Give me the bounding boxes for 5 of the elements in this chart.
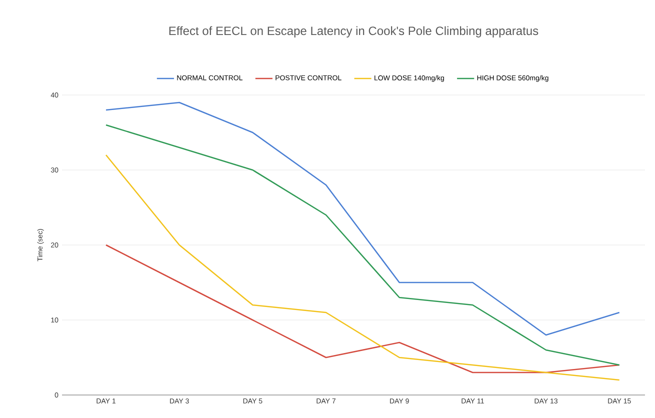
chart-title: Effect of EECL on Escape Latency in Cook's Pole Climbing apparatus bbox=[169, 26, 538, 38]
line-series bbox=[105, 102, 620, 336]
line-series bbox=[105, 244, 620, 374]
line-series bbox=[105, 124, 620, 366]
line-series bbox=[105, 154, 620, 381]
